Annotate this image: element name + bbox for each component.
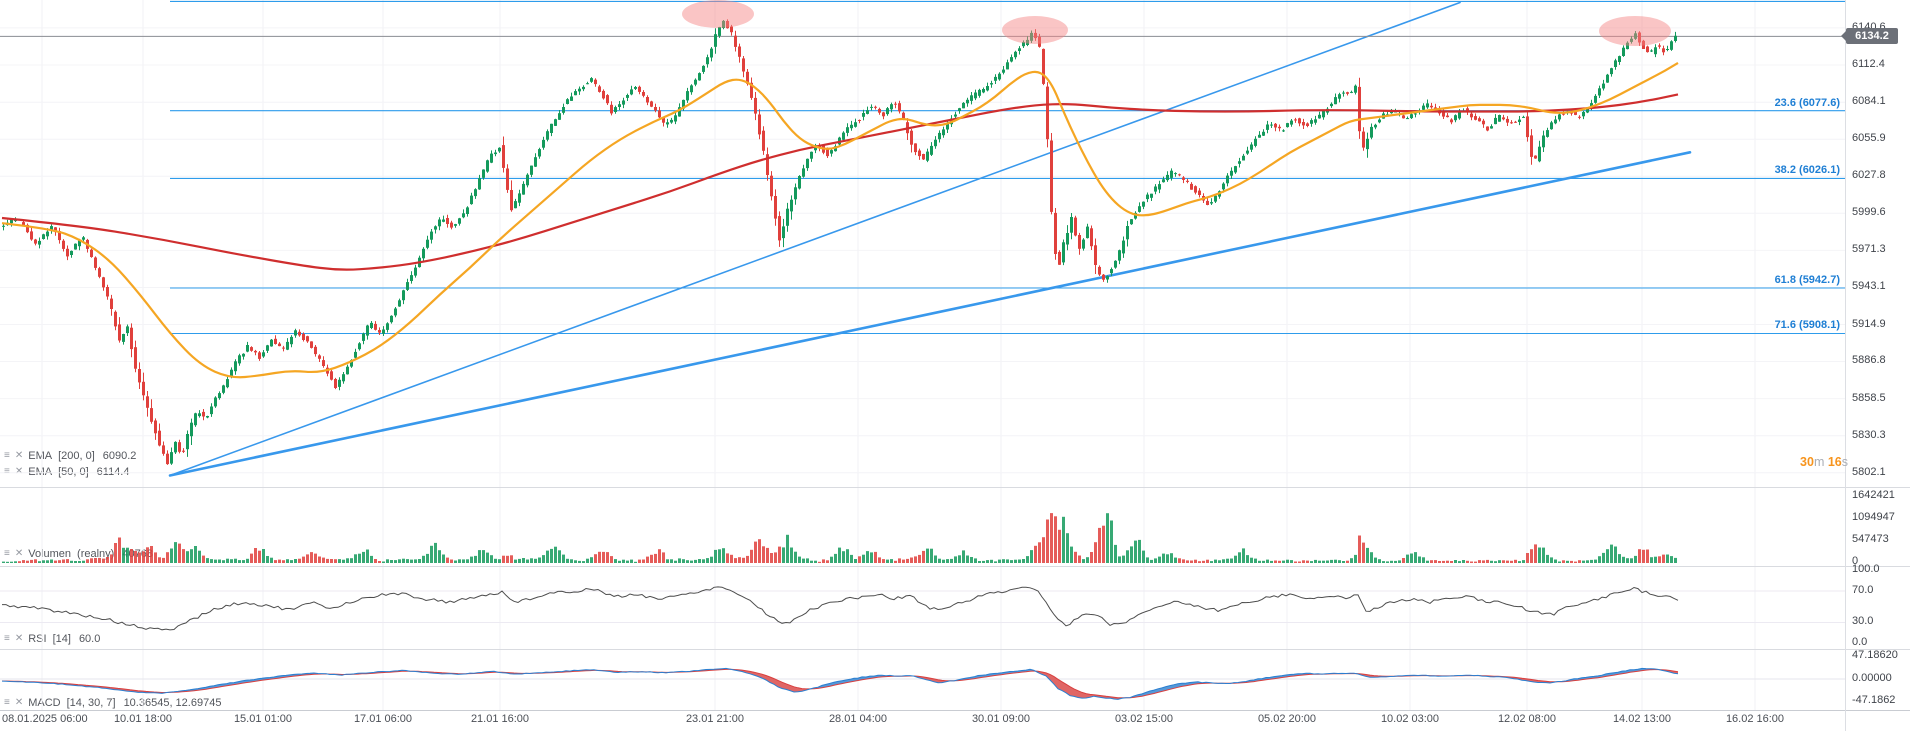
indicator-params: [200, 0]: [58, 450, 95, 462]
indicator-name: Volumen: [28, 548, 72, 560]
indicator-value: 6114.4: [96, 466, 130, 478]
indicator-name: EMA: [28, 466, 53, 478]
indicator-name: EMA: [28, 450, 53, 462]
close-icon[interactable]: ✕: [14, 697, 24, 708]
menu-icon[interactable]: ≡: [4, 450, 10, 461]
menu-icon[interactable]: ≡: [4, 466, 10, 477]
close-icon[interactable]: ✕: [14, 466, 24, 477]
indicator-params: (realny): [77, 548, 115, 560]
indicator-params: [14, 30, 7]: [66, 697, 116, 709]
rsi-label-row: ≡ ✕ RSI [14] 60.0: [4, 633, 100, 645]
indicator-params: [50, 0]: [58, 466, 89, 478]
menu-icon[interactable]: ≡: [4, 633, 10, 644]
menu-icon[interactable]: ≡: [4, 548, 10, 559]
volume-label-row: ≡ ✕ Volumen (realny) 40768: [4, 548, 153, 560]
indicator-name: MACD: [28, 697, 61, 709]
close-icon[interactable]: ✕: [14, 548, 24, 559]
close-icon[interactable]: ✕: [14, 633, 24, 644]
menu-icon[interactable]: ≡: [4, 697, 10, 708]
ema200-label-row: ≡ ✕ EMA [200, 0] 6090.2: [4, 450, 136, 462]
close-icon[interactable]: ✕: [14, 450, 24, 461]
indicator-value: 40768: [122, 548, 153, 560]
ema50-label-row: ≡ ✕ EMA [50, 0] 6114.4: [4, 466, 129, 478]
indicator-value: 60.0: [78, 633, 101, 645]
indicator-params: [14]: [52, 633, 71, 645]
indicator-value: 10.36545, 12.69745: [123, 697, 222, 709]
macd-label-row: ≡ ✕ MACD [14, 30, 7] 10.36545, 12.69745: [4, 697, 221, 709]
indicator-value: 6090.2: [102, 450, 137, 462]
